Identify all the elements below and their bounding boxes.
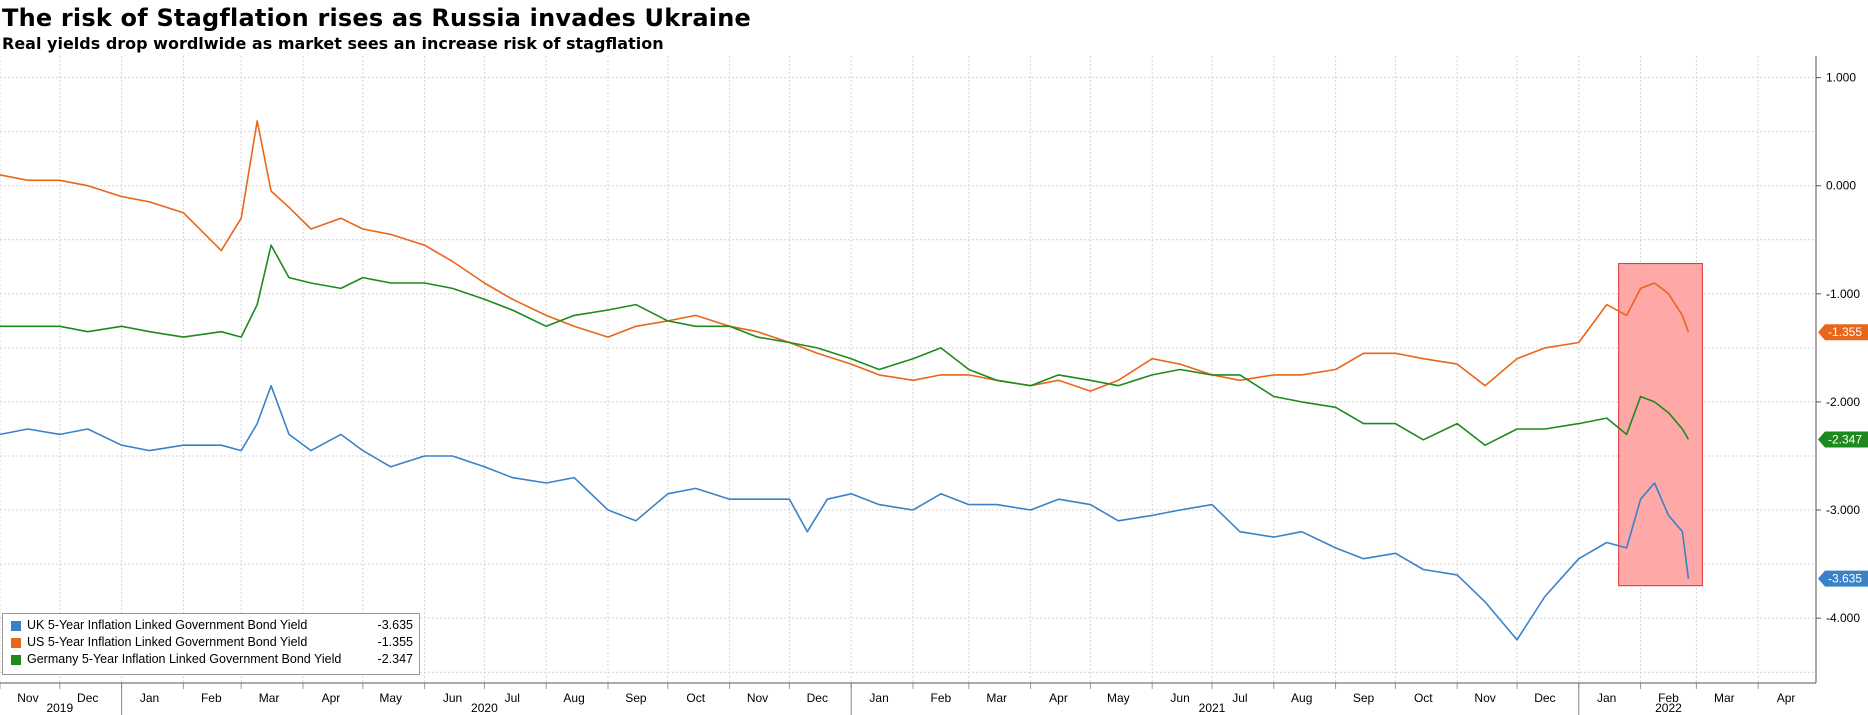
legend-value-germany: -2.347 [377, 652, 413, 666]
x-tick-label: May [1107, 691, 1130, 705]
x-tick-label: Jul [1232, 691, 1247, 705]
x-tick-label: Aug [1291, 691, 1312, 705]
chart-axes: Nov Dec Jan Feb Mar Apr May Jun Jul Aug Sep Oct Nov D… [0, 56, 1860, 715]
x-year-label: 2020 [471, 701, 498, 715]
legend-name-us: US 5-Year Inflation Linked Government Bo… [27, 635, 308, 649]
x-tick-label: Dec [807, 691, 828, 705]
x-tick-label: Oct [1414, 691, 1433, 705]
x-tick-label: May [379, 691, 402, 705]
x-year-label: 2022 [1655, 701, 1682, 715]
chart-title: The risk of Stagflation rises as Russia … [2, 4, 751, 32]
x-tick-label: Nov [17, 691, 38, 705]
chart-legend: UK 5-Year Inflation Linked Government Bo… [2, 613, 420, 675]
legend-swatch-uk [11, 621, 21, 631]
legend-name-germany: Germany 5-Year Inflation Linked Governme… [27, 652, 342, 666]
series-line-uk [0, 384, 1690, 641]
last-value-tag-text-us: -1.355 [1828, 325, 1862, 339]
x-tick-label: Aug [563, 691, 584, 705]
last-value-labels: -3.635 -1.355 -2.347 [1818, 324, 1868, 587]
x-tick-label: Mar [986, 691, 1007, 705]
y-tick-label: -4.000 [1826, 611, 1860, 625]
legend-entry-us: US 5-Year Inflation Linked Government Bo… [9, 635, 413, 651]
series-line-germany [0, 244, 1690, 447]
x-tick-label: Feb [201, 691, 222, 705]
y-tick-label: 1.000 [1826, 71, 1856, 85]
x-tick-label: Dec [77, 691, 98, 705]
last-value-tag-shape-germany [1818, 431, 1868, 448]
x-tick-label: Jan [140, 691, 159, 705]
x-tick-label: Apr [1049, 691, 1068, 705]
x-tick-label: Nov [1474, 691, 1495, 705]
chart-grid [0, 56, 1816, 683]
x-tick-label: Mar [1714, 691, 1735, 705]
series-line-us [0, 120, 1690, 392]
highlight-region [1618, 263, 1703, 587]
highlight-box [1618, 263, 1703, 587]
x-tick-label: Jun [443, 691, 462, 705]
x-year-label: 2019 [46, 701, 73, 715]
legend-swatch-us [11, 638, 21, 648]
y-tick-label: -1.000 [1826, 287, 1860, 301]
legend-value-uk: -3.635 [377, 618, 413, 632]
y-tick-label: -3.000 [1826, 503, 1860, 517]
x-year-label: 2021 [1199, 701, 1226, 715]
x-tick-label: Sep [1353, 691, 1375, 705]
legend-name-uk: UK 5-Year Inflation Linked Government Bo… [27, 618, 308, 632]
last-value-tag-shape-uk [1818, 570, 1868, 587]
x-tick-label: Mar [259, 691, 280, 705]
legend-swatch-germany [11, 655, 21, 665]
legend-value-us: -1.355 [377, 635, 413, 649]
x-tick-label: Oct [686, 691, 705, 705]
last-value-tag-us: -1.355 [1818, 324, 1868, 341]
chart-series [0, 120, 1690, 641]
y-tick-label: 0.000 [1826, 179, 1856, 193]
last-value-tag-uk: -3.635 [1818, 570, 1868, 587]
x-tick-label: Jan [869, 691, 888, 705]
x-tick-label: Feb [931, 691, 952, 705]
x-tick-label: Apr [1777, 691, 1796, 705]
x-tick-label: Jul [505, 691, 520, 705]
x-tick-label: Nov [747, 691, 768, 705]
y-tick-label: -2.000 [1826, 395, 1860, 409]
last-value-tag-text-uk: -3.635 [1828, 572, 1862, 586]
legend-entry-germany: Germany 5-Year Inflation Linked Governme… [9, 652, 413, 668]
x-tick-label: Jun [1170, 691, 1189, 705]
x-tick-label: Apr [322, 691, 341, 705]
last-value-tag-shape-us [1818, 324, 1868, 341]
legend-entry-uk: UK 5-Year Inflation Linked Government Bo… [9, 618, 413, 634]
x-tick-label: Sep [625, 691, 647, 705]
x-tick-label: Feb [1658, 691, 1679, 705]
last-value-tag-germany: -2.347 [1818, 431, 1868, 448]
last-value-tag-text-germany: -2.347 [1828, 432, 1862, 446]
x-tick-label: Dec [1534, 691, 1555, 705]
chart-subtitle: Real yields drop wordlwide as market see… [2, 34, 664, 53]
x-tick-label: Jan [1597, 691, 1616, 705]
